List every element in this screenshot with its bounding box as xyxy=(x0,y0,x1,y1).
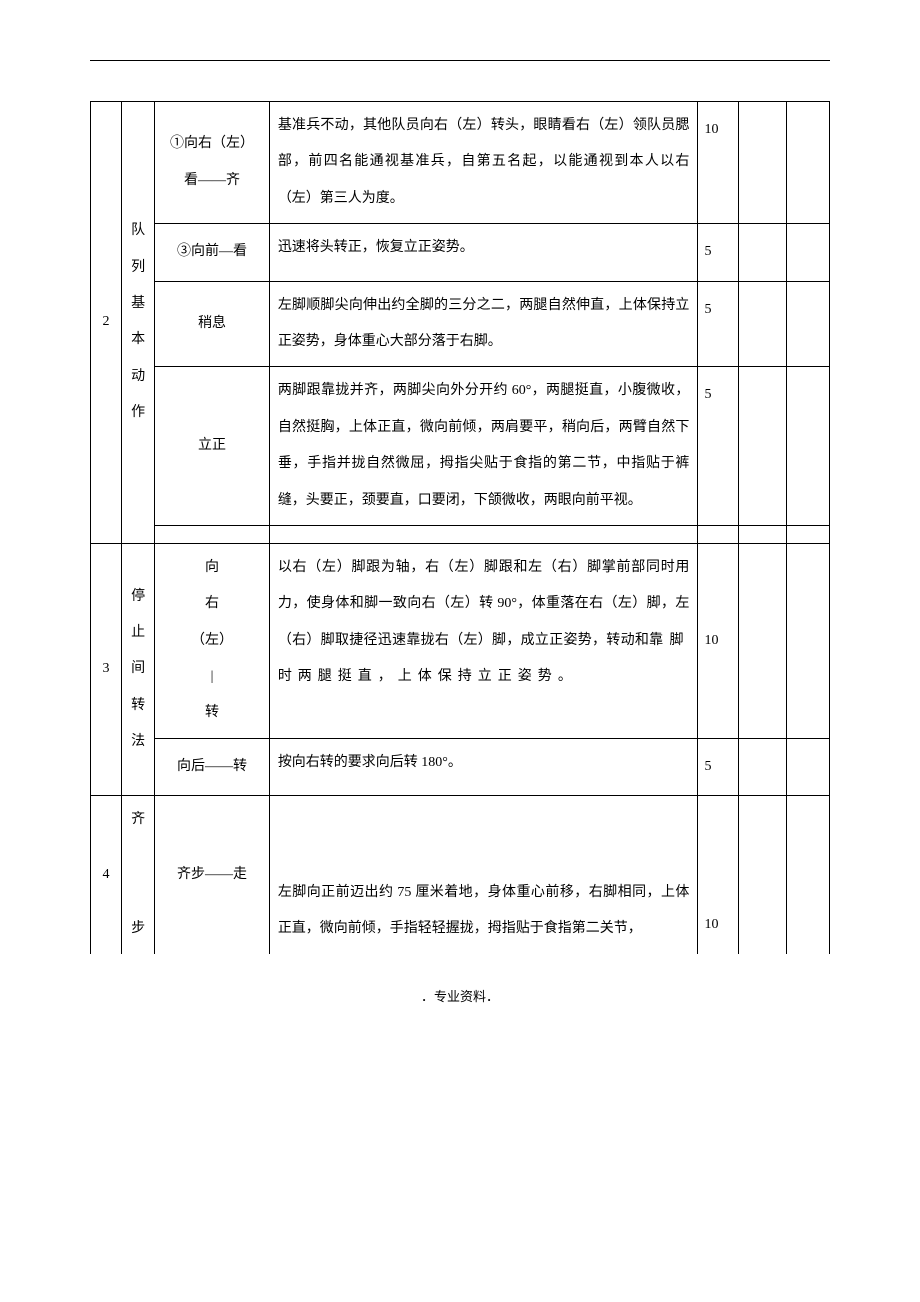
main-table: 2 队列基本动作 ①向右（左）看——齐基准兵不动，其他队员向右（左）转头，眼睛看右（… xyxy=(90,101,830,954)
category-cell: 停止间转法 xyxy=(122,543,155,795)
row-number: 2 xyxy=(91,102,122,544)
category-label: 齐步 xyxy=(131,812,145,936)
score-cell: 5 xyxy=(698,738,739,795)
row-number: 3 xyxy=(91,543,122,795)
score-cell: 5 xyxy=(698,281,739,367)
empty-cell xyxy=(155,525,270,543)
table-row: 4齐步齐步——走左脚向正前迈出约 75 厘米着地，身体重心前移，右脚相同，上体正… xyxy=(91,796,830,954)
table-row: 立正两脚跟靠拢并齐，两脚尖向外分开约 60°，两腿挺直，小腹微收，自然挺胸，上体… xyxy=(91,367,830,526)
description-cell: 以右（左）脚跟为轴，右（左）脚跟和左（右）脚掌前部同时用力，使身体和脚一致向右（… xyxy=(269,543,698,738)
action-cell: 向右（左）|转 xyxy=(155,543,270,738)
extra-cell-2 xyxy=(787,543,830,738)
score-cell: 10 xyxy=(698,102,739,224)
description-cell: 迅速将头转正，恢复立正姿势。 xyxy=(269,224,698,281)
score-cell: 10 xyxy=(698,543,739,738)
empty-cell xyxy=(739,525,787,543)
extra-cell-2 xyxy=(787,224,830,281)
action-cell: ③向前—看 xyxy=(155,224,270,281)
action-cell: ①向右（左）看——齐 xyxy=(155,102,270,224)
extra-cell-2 xyxy=(787,102,830,224)
table-row xyxy=(91,525,830,543)
extra-cell-1 xyxy=(739,224,787,281)
table-row: 2队列基本动作①向右（左）看——齐基准兵不动，其他队员向右（左）转头，眼睛看右（… xyxy=(91,102,830,224)
action-cell: 齐步——走 xyxy=(155,796,270,954)
description-cell: 左脚顺脚尖向伸出约全脚的三分之二，两腿自然伸直，上体保持立正姿势，身体重心大部分… xyxy=(269,281,698,367)
table-row: 3停止间转法向右（左）|转以右（左）脚跟为轴，右（左）脚跟和左（右）脚掌前部同时… xyxy=(91,543,830,738)
extra-cell-1 xyxy=(739,102,787,224)
score-cell: 5 xyxy=(698,224,739,281)
category-label: 队列基本动作 xyxy=(131,223,145,420)
table-row: 稍息左脚顺脚尖向伸出约全脚的三分之二，两腿自然伸直，上体保持立正姿势，身体重心大… xyxy=(91,281,830,367)
empty-cell xyxy=(787,525,830,543)
action-cell: 立正 xyxy=(155,367,270,526)
empty-cell xyxy=(698,525,739,543)
extra-cell-2 xyxy=(787,367,830,526)
score-cell: 5 xyxy=(698,367,739,526)
action-cell: 向后——转 xyxy=(155,738,270,795)
extra-cell-1 xyxy=(739,543,787,738)
category-cell: 队列基本动作 xyxy=(122,102,155,544)
description-cell: 两脚跟靠拢并齐，两脚尖向外分开约 60°，两腿挺直，小腹微收，自然挺胸，上体正直… xyxy=(269,367,698,526)
empty-cell xyxy=(269,525,698,543)
description-cell: 基准兵不动，其他队员向右（左）转头，眼睛看右（左）领队员腮部，前四名能通视基准兵… xyxy=(269,102,698,224)
extra-cell-1 xyxy=(739,796,787,954)
extra-cell-2 xyxy=(787,738,830,795)
header-underline xyxy=(90,60,830,61)
category-label: 停止间转法 xyxy=(131,589,145,750)
table-row: 向后——转按向右转的要求向后转 180°。5 xyxy=(91,738,830,795)
table-row: ③向前—看迅速将头转正，恢复立正姿势。5 xyxy=(91,224,830,281)
extra-cell-1 xyxy=(739,367,787,526)
extra-cell-2 xyxy=(787,281,830,367)
extra-cell-2 xyxy=(787,796,830,954)
description-cell: 按向右转的要求向后转 180°。 xyxy=(269,738,698,795)
row-number: 4 xyxy=(91,796,122,954)
extra-cell-1 xyxy=(739,281,787,367)
action-cell: 稍息 xyxy=(155,281,270,367)
description-cell: 左脚向正前迈出约 75 厘米着地，身体重心前移，右脚相同，上体正直，微向前倾，手… xyxy=(269,796,698,954)
category-cell: 齐步 xyxy=(122,796,155,954)
page-footer: ．专业资料． xyxy=(90,986,830,1005)
extra-cell-1 xyxy=(739,738,787,795)
score-cell: 10 xyxy=(698,796,739,954)
